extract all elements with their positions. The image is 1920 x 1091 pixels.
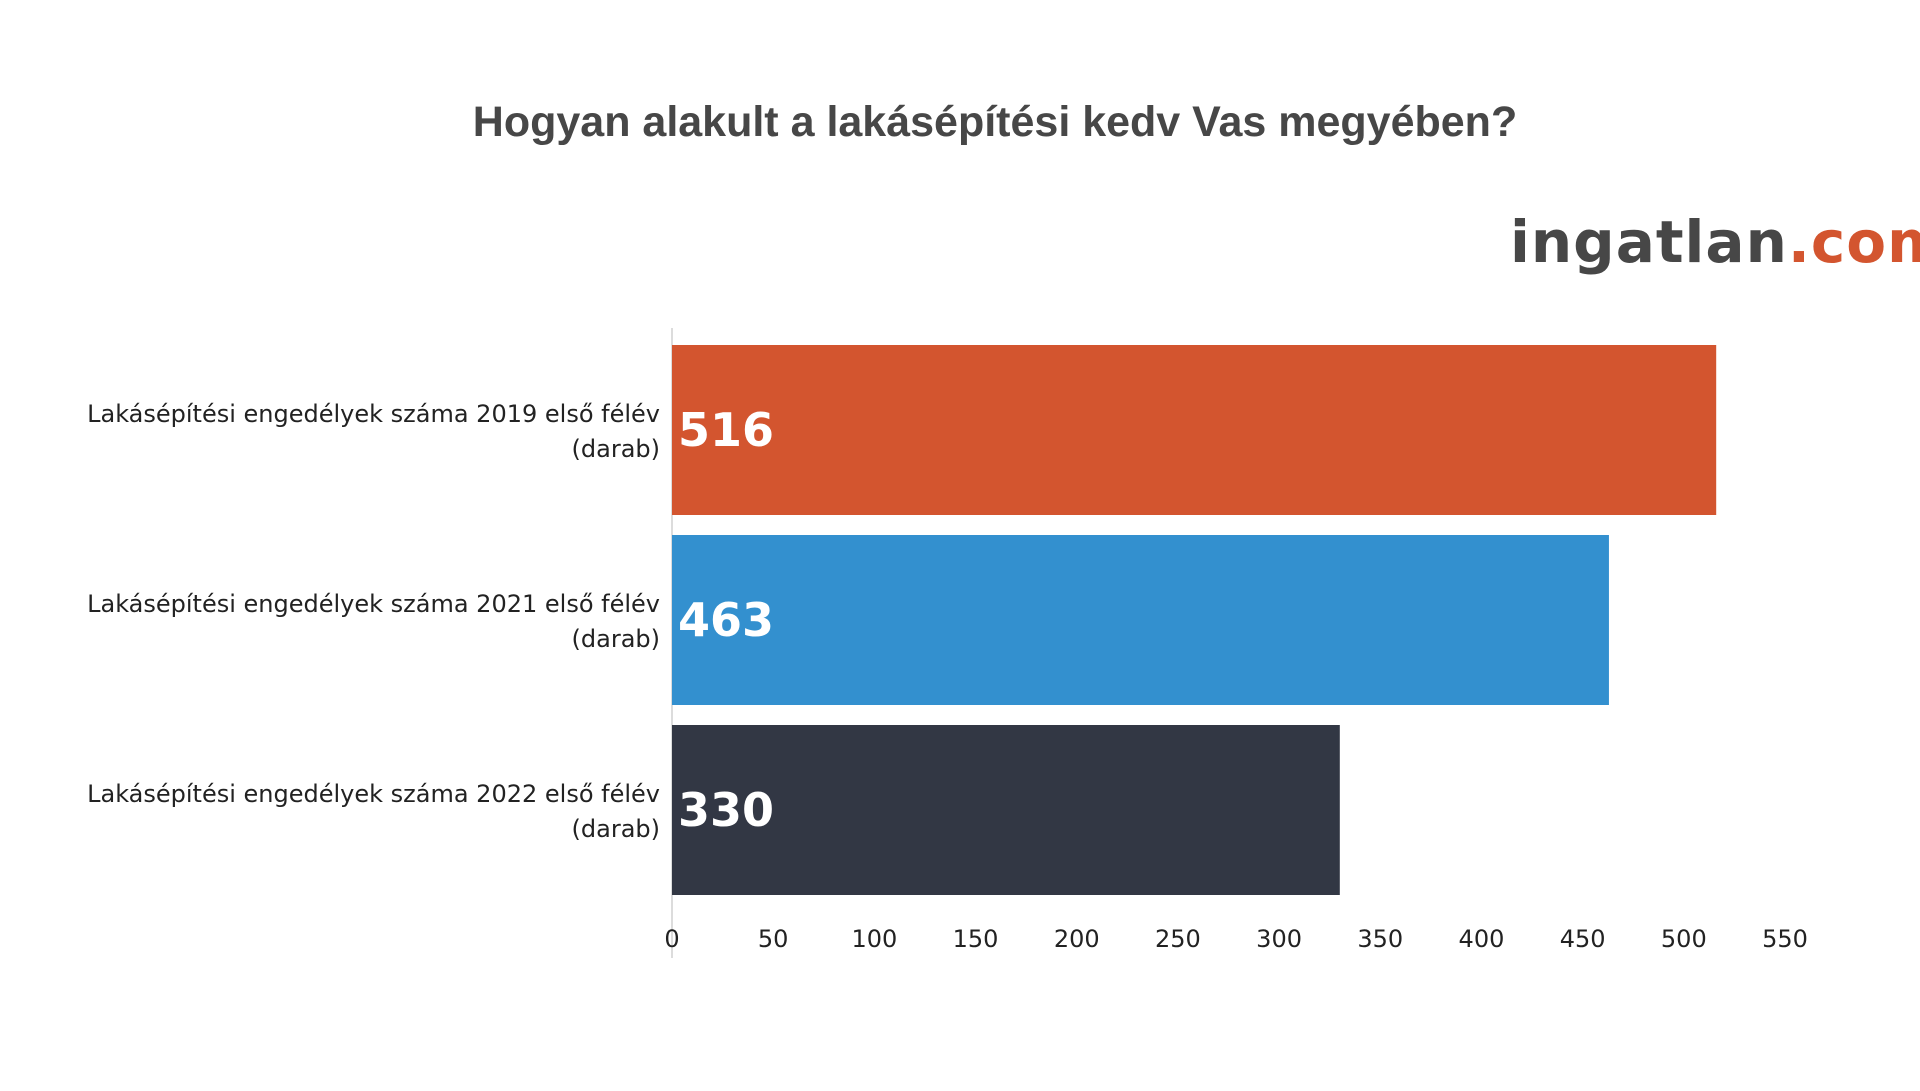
logo-main: ingatlan (1510, 208, 1788, 276)
x-tick-label-6: 300 (1256, 925, 1302, 953)
x-tick-label-5: 250 (1155, 925, 1201, 953)
bar-value-label-1: 463 (678, 593, 774, 647)
x-tick-label-11: 550 (1762, 925, 1808, 953)
bar-value-label-2: 330 (678, 783, 774, 837)
x-tick-label-2: 100 (851, 925, 897, 953)
x-tick-label-8: 400 (1459, 925, 1505, 953)
category-label-2: Lakásépítési engedélyek száma 2022 első … (87, 780, 660, 843)
logo-suffix: com (1810, 208, 1920, 276)
category-label-2-line-0: Lakásépítési engedélyek száma 2022 első … (87, 780, 660, 808)
ingatlan-logo: ingatlan.com (1510, 208, 1920, 276)
category-label-2-line-1: (darab) (572, 815, 660, 843)
category-label-0-line-0: Lakásépítési engedélyek száma 2019 első … (87, 400, 660, 428)
bar-2 (672, 725, 1340, 895)
x-tick-label-7: 350 (1357, 925, 1403, 953)
category-label-1: Lakásépítési engedélyek száma 2021 első … (87, 590, 660, 653)
x-tick-label-9: 450 (1560, 925, 1606, 953)
logo-dot: . (1787, 208, 1811, 276)
category-label-0-line-1: (darab) (572, 435, 660, 463)
bar-0 (672, 345, 1717, 515)
category-label-0: Lakásépítési engedélyek száma 2019 első … (87, 400, 660, 463)
category-label-1-line-1: (darab) (572, 625, 660, 653)
x-tick-label-3: 150 (953, 925, 999, 953)
x-tick-label-4: 200 (1054, 925, 1100, 953)
x-tick-label-1: 50 (758, 925, 789, 953)
bar-value-label-0: 516 (678, 403, 774, 457)
category-label-1-line-0: Lakásépítési engedélyek száma 2021 első … (87, 590, 660, 618)
chart-title: Hogyan alakult a lakásépítési kedv Vas m… (472, 98, 1518, 146)
x-tick-label-10: 500 (1661, 925, 1707, 953)
bar-1 (672, 535, 1609, 705)
x-tick-label-0: 0 (664, 925, 679, 953)
